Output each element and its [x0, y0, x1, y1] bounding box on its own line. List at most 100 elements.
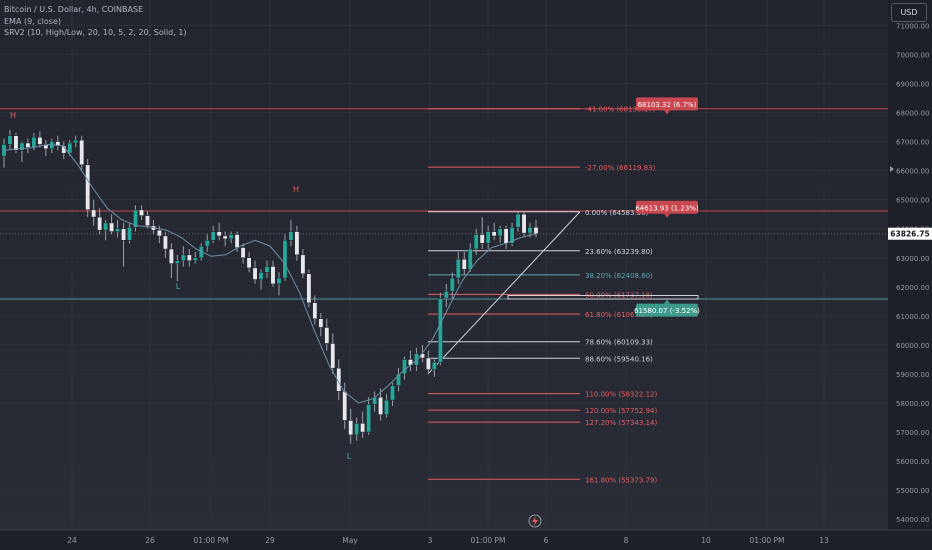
candle[interactable] — [294, 225, 300, 261]
candle[interactable] — [168, 243, 174, 279]
candle[interactable] — [127, 222, 132, 244]
candle[interactable] — [204, 234, 210, 252]
candle[interactable] — [19, 141, 25, 162]
candle[interactable] — [336, 359, 342, 401]
candle[interactable] — [306, 269, 312, 308]
candle[interactable] — [115, 219, 121, 238]
candle[interactable] — [384, 394, 390, 418]
candle[interactable] — [55, 135, 61, 151]
price-tick-label: 59000.00 — [896, 371, 929, 379]
candle[interactable] — [145, 211, 150, 229]
candle[interactable] — [13, 132, 19, 154]
candle[interactable] — [139, 205, 144, 220]
candle[interactable] — [61, 141, 67, 159]
candle[interactable] — [312, 295, 318, 325]
candle[interactable] — [431, 359, 437, 377]
candle[interactable] — [449, 272, 455, 299]
price-callout[interactable]: 61580.07 (-3.52%) — [634, 299, 700, 317]
candle[interactable] — [186, 249, 192, 267]
candle[interactable] — [396, 368, 401, 392]
candle[interactable] — [174, 254, 180, 281]
current-price-tag — [888, 227, 932, 240]
fib-trend-line[interactable] — [427, 211, 581, 375]
candle[interactable] — [276, 272, 282, 296]
candle[interactable] — [264, 260, 270, 279]
flash-icon[interactable] — [528, 514, 542, 528]
candle[interactable] — [67, 140, 73, 157]
candle[interactable] — [425, 350, 431, 374]
candle[interactable] — [437, 292, 443, 366]
candle[interactable] — [25, 138, 31, 154]
candle[interactable] — [180, 246, 186, 267]
candle[interactable] — [91, 199, 97, 226]
candle[interactable] — [342, 382, 348, 430]
candle[interactable] — [491, 222, 497, 241]
candle[interactable] — [252, 260, 258, 284]
candle[interactable] — [216, 222, 222, 241]
legend-title[interactable]: Bitcoin / U.S. Dollar, 4h, COINBASE — [4, 5, 144, 14]
candle[interactable] — [258, 269, 264, 290]
candle[interactable] — [228, 231, 234, 244]
candle[interactable] — [366, 397, 372, 435]
candle[interactable] — [43, 140, 49, 157]
candle[interactable] — [461, 251, 467, 276]
candle[interactable] — [49, 138, 55, 154]
candle[interactable] — [270, 260, 276, 287]
candle[interactable] — [162, 231, 168, 258]
candle[interactable] — [240, 243, 246, 264]
price-axis[interactable] — [888, 0, 932, 530]
candle[interactable] — [443, 283, 449, 308]
candle[interactable] — [222, 231, 228, 247]
candle[interactable] — [133, 205, 138, 232]
candle[interactable] — [73, 135, 79, 148]
candle[interactable] — [533, 219, 539, 238]
price-tick-label: 67000.00 — [896, 139, 929, 147]
time-axis[interactable] — [0, 530, 932, 550]
candle[interactable] — [473, 228, 479, 255]
candle[interactable] — [288, 219, 294, 247]
candle[interactable] — [413, 347, 419, 372]
candle[interactable] — [37, 131, 43, 148]
candle[interactable] — [455, 251, 461, 284]
candle[interactable] — [485, 225, 491, 250]
legend-srv2[interactable]: SRV2 (10, High/Low, 20, 10, 5, 2, 20, So… — [4, 28, 187, 37]
candle[interactable] — [479, 217, 485, 250]
candle[interactable] — [378, 388, 384, 421]
candle[interactable] — [246, 251, 252, 273]
candle[interactable] — [521, 211, 527, 238]
candle[interactable] — [210, 225, 216, 244]
candle[interactable] — [282, 234, 288, 281]
candle[interactable] — [402, 356, 407, 380]
candle[interactable] — [79, 135, 85, 171]
candle[interactable] — [109, 214, 115, 235]
candle[interactable] — [192, 251, 198, 264]
ema-line[interactable] — [3, 143, 537, 404]
candle[interactable] — [408, 350, 413, 372]
candle[interactable] — [1, 138, 7, 168]
candle[interactable] — [85, 158, 91, 218]
candle[interactable] — [121, 222, 127, 267]
legend-ema[interactable]: EMA (9, close) — [4, 16, 61, 26]
candle[interactable] — [7, 129, 13, 151]
candle[interactable] — [503, 225, 509, 250]
candle[interactable] — [324, 318, 330, 351]
candle[interactable] — [515, 211, 521, 232]
candle[interactable] — [103, 219, 109, 241]
candle[interactable] — [318, 312, 324, 337]
candle[interactable] — [360, 411, 366, 438]
candle[interactable] — [372, 391, 378, 412]
range-box[interactable] — [507, 295, 699, 300]
candle[interactable] — [354, 417, 360, 441]
candle[interactable] — [348, 408, 354, 444]
price-callout[interactable]: 64613.93 (1.23%) — [635, 200, 699, 218]
candle[interactable] — [300, 249, 306, 279]
candle[interactable] — [390, 382, 395, 406]
candle[interactable] — [330, 333, 336, 374]
price-callout[interactable]: 68103.32 (6.7%) — [636, 97, 698, 115]
candle[interactable] — [97, 208, 103, 235]
candle[interactable] — [497, 225, 503, 244]
currency-button[interactable]: USD — [891, 3, 927, 22]
candle[interactable] — [509, 222, 515, 247]
